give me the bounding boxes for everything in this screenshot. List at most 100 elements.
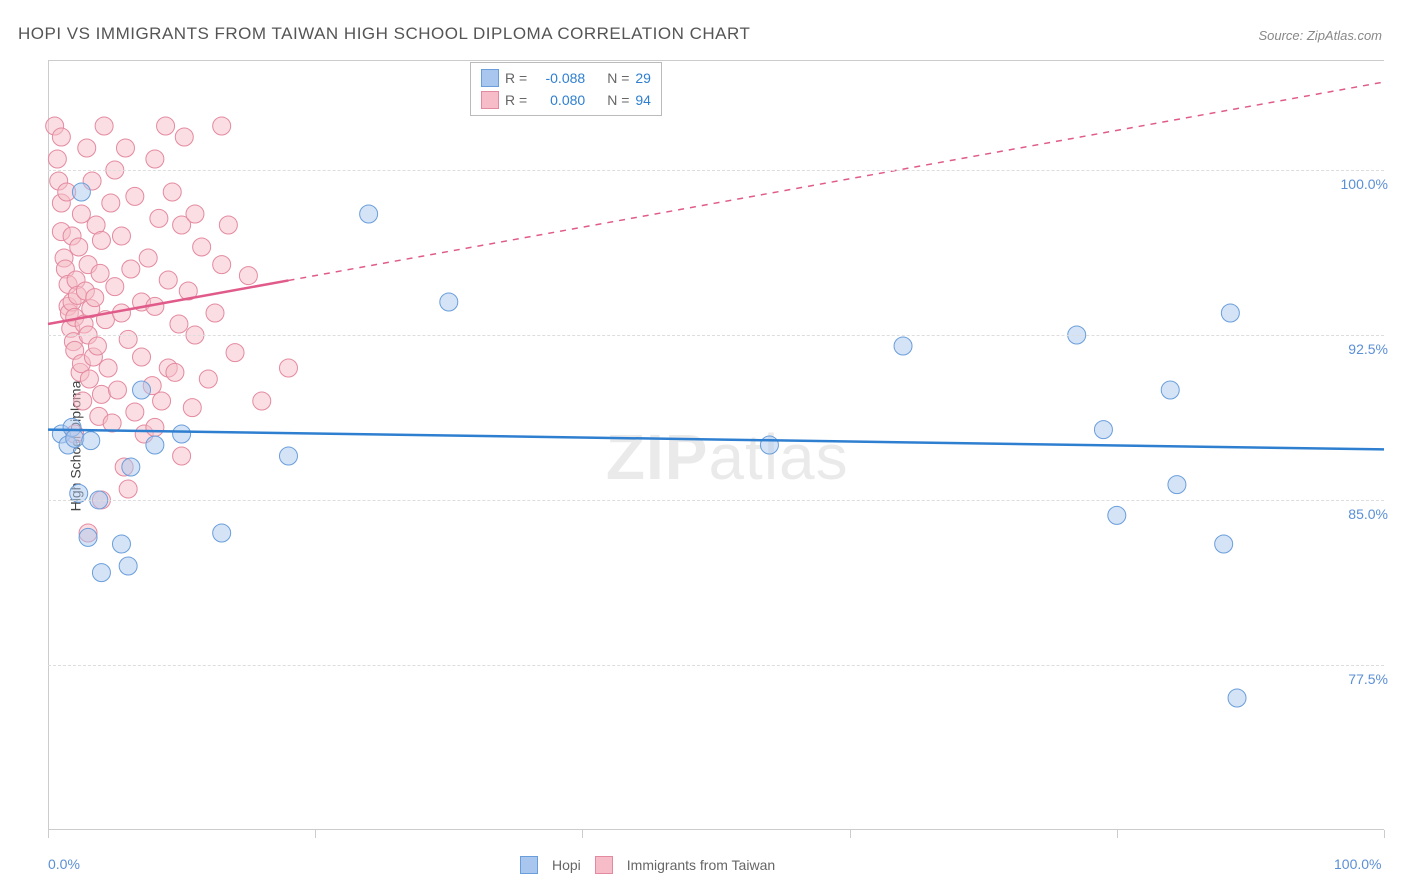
data-point (213, 117, 231, 135)
data-point (1094, 421, 1112, 439)
data-point (92, 385, 110, 403)
data-point (112, 535, 130, 553)
legend-n-label: N = (607, 89, 629, 111)
data-point (894, 337, 912, 355)
y-tick-label: 85.0% (1348, 506, 1388, 522)
data-point (119, 557, 137, 575)
data-point (126, 403, 144, 421)
data-point (1228, 689, 1246, 707)
data-point (79, 528, 97, 546)
gridline (48, 170, 1384, 171)
data-point (112, 227, 130, 245)
data-point (92, 564, 110, 582)
data-point (159, 271, 177, 289)
legend-r-label: R = (505, 89, 527, 111)
data-point (760, 436, 778, 454)
data-point (175, 128, 193, 146)
data-point (153, 392, 171, 410)
data-point (1161, 381, 1179, 399)
data-point (440, 293, 458, 311)
data-point (173, 447, 191, 465)
legend-row: R = -0.088 N = 29 (481, 67, 651, 89)
gridline (48, 500, 1384, 501)
data-point (219, 216, 237, 234)
legend-swatch (481, 91, 499, 109)
legend-row: R = 0.080 N = 94 (481, 89, 651, 111)
legend-r-value: 0.080 (533, 89, 585, 111)
y-tick-label: 92.5% (1348, 341, 1388, 357)
data-point (119, 480, 137, 498)
data-point (206, 304, 224, 322)
data-point (66, 429, 84, 447)
legend-swatch (595, 856, 613, 874)
data-point (133, 381, 151, 399)
data-point (82, 432, 100, 450)
data-point (360, 205, 378, 223)
data-point (1168, 476, 1186, 494)
data-point (91, 264, 109, 282)
data-point (253, 392, 271, 410)
data-point (1215, 535, 1233, 553)
data-point (102, 194, 120, 212)
scatter-chart-svg (48, 60, 1384, 830)
data-point (199, 370, 217, 388)
data-point (95, 117, 113, 135)
legend-series-label: Immigrants from Taiwan (627, 857, 775, 873)
data-point (186, 205, 204, 223)
data-point (163, 183, 181, 201)
data-point (213, 524, 231, 542)
y-tick-label: 100.0% (1341, 176, 1388, 192)
legend-n-value: 94 (635, 89, 651, 111)
data-point (122, 458, 140, 476)
data-point (1108, 506, 1126, 524)
data-point (119, 330, 137, 348)
x-tick-label: 100.0% (1334, 856, 1381, 872)
data-point (157, 117, 175, 135)
data-point (150, 209, 168, 227)
source-attribution: Source: ZipAtlas.com (1258, 28, 1382, 43)
trend-line-extrapolated (288, 82, 1384, 280)
x-tick (582, 830, 583, 838)
data-point (70, 238, 88, 256)
y-tick-label: 77.5% (1348, 671, 1388, 687)
data-point (1221, 304, 1239, 322)
legend-swatch (481, 69, 499, 87)
data-point (78, 139, 96, 157)
data-point (193, 238, 211, 256)
data-point (213, 256, 231, 274)
data-point (126, 187, 144, 205)
data-point (279, 447, 297, 465)
legend-r-value: -0.088 (533, 67, 585, 89)
legend-n-value: 29 (635, 67, 651, 89)
data-point (133, 348, 151, 366)
data-point (239, 267, 257, 285)
data-point (108, 381, 126, 399)
data-point (106, 278, 124, 296)
gridline (48, 665, 1384, 666)
legend-n-label: N = (607, 67, 629, 89)
data-point (92, 231, 110, 249)
data-point (99, 359, 117, 377)
legend-series-label: Hopi (552, 857, 581, 873)
data-point (279, 359, 297, 377)
data-point (88, 337, 106, 355)
data-point (139, 249, 157, 267)
data-point (74, 392, 92, 410)
legend-r-label: R = (505, 67, 527, 89)
data-point (146, 436, 164, 454)
data-point (173, 425, 191, 443)
data-point (116, 139, 134, 157)
data-point (170, 315, 188, 333)
x-tick (1384, 830, 1385, 838)
data-point (122, 260, 140, 278)
x-tick (1117, 830, 1118, 838)
data-point (48, 150, 66, 168)
data-point (72, 205, 90, 223)
x-tick-label: 0.0% (48, 856, 80, 872)
x-tick (48, 830, 49, 838)
data-point (52, 128, 70, 146)
data-point (146, 418, 164, 436)
data-point (80, 370, 98, 388)
data-point (146, 150, 164, 168)
gridline (48, 335, 1384, 336)
